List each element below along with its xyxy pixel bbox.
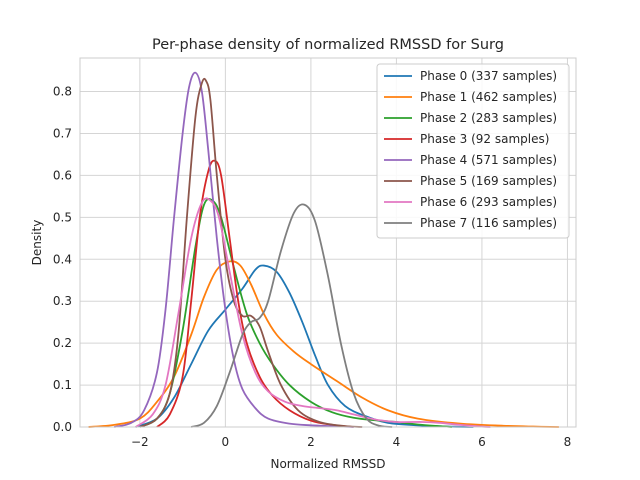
x-tick-label: −2 <box>131 435 149 449</box>
series-line-phase-3 <box>156 159 354 428</box>
chart-title: Per-phase density of normalized RMSSD fo… <box>152 37 504 53</box>
density-curves <box>88 71 559 428</box>
y-axis-label: Density <box>30 220 44 266</box>
x-axis-ticks: −2 0 2 4 6 8 <box>131 435 571 449</box>
legend-label: Phase 3 (92 samples) <box>420 132 549 146</box>
x-tick-label: 0 <box>222 435 230 449</box>
legend-label: Phase 0 (337 samples) <box>420 69 557 83</box>
y-tick-label: 0.8 <box>53 85 72 99</box>
x-tick-label: 2 <box>307 435 315 449</box>
y-tick-label: 0.6 <box>53 168 72 182</box>
legend-label: Phase 7 (116 samples) <box>420 216 557 230</box>
legend-label: Phase 4 (571 samples) <box>420 153 557 167</box>
series-line-phase-1 <box>88 260 559 428</box>
y-axis-ticks: 0.0 0.1 0.2 0.3 0.4 0.5 0.6 0.7 0.8 <box>53 85 72 434</box>
plot-frame <box>79 57 577 428</box>
y-tick-label: 0.2 <box>53 336 72 350</box>
series-line-phase-7 <box>190 203 393 428</box>
y-tick-label: 0.3 <box>53 294 72 308</box>
series-line-phase-6 <box>135 197 491 428</box>
y-tick-label: 0.7 <box>53 126 72 140</box>
legend-label: Phase 5 (169 samples) <box>420 174 557 188</box>
x-tick-label: 4 <box>393 435 401 449</box>
series-line-phase-4 <box>113 71 354 428</box>
y-tick-label: 0.0 <box>53 420 72 434</box>
x-tick-label: 8 <box>564 435 572 449</box>
y-tick-label: 0.5 <box>53 210 72 224</box>
series-line-phase-0 <box>135 264 474 428</box>
legend-box <box>376 63 570 239</box>
legend-label: Phase 6 (293 samples) <box>420 195 557 209</box>
legend-label: Phase 2 (283 samples) <box>420 111 557 125</box>
y-tick-label: 0.4 <box>53 252 72 266</box>
legend-label: Phase 1 (462 samples) <box>420 90 557 104</box>
y-tick-label: 0.1 <box>53 378 72 392</box>
x-axis-label: Normalized RMSSD <box>270 457 385 471</box>
x-tick-label: 6 <box>478 435 486 449</box>
legend: Phase 0 (337 samples) Phase 1 (462 sample… <box>376 63 570 239</box>
